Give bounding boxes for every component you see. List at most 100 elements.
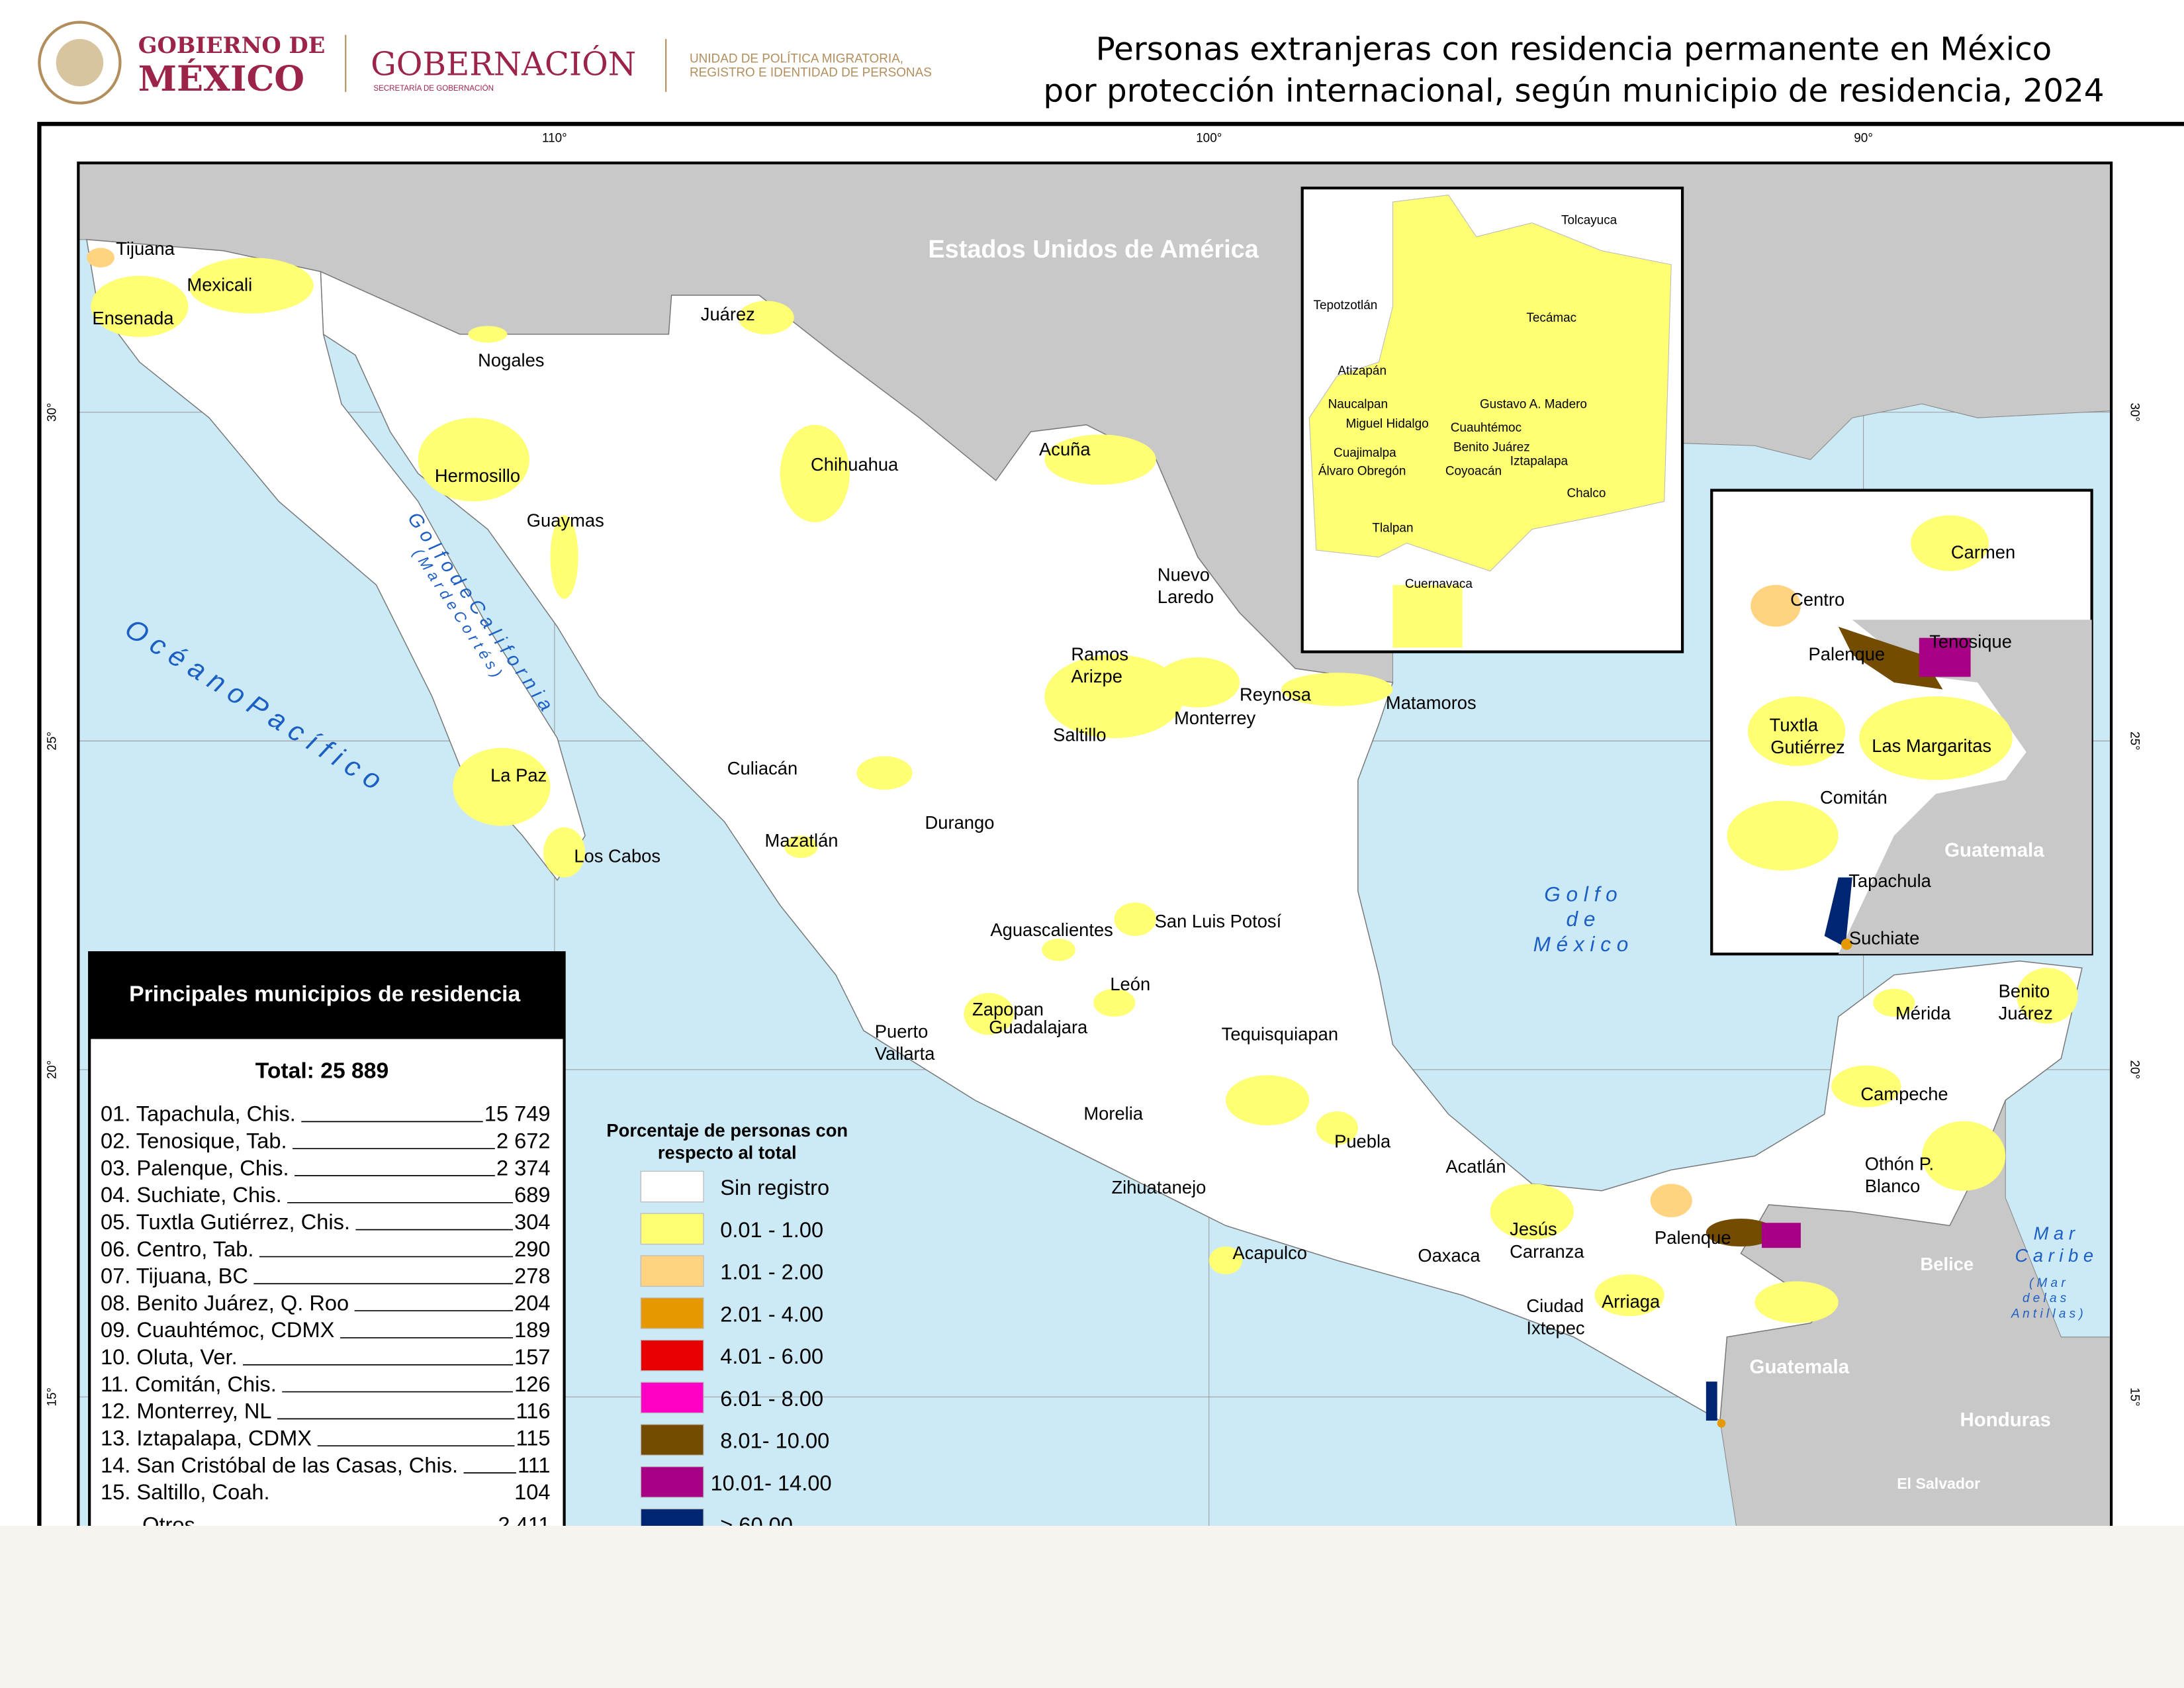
municipio-name: 04. Suchiate, Chis.: [101, 1182, 282, 1207]
unidad-line1: UNIDAD DE POLÍTICA MIGRATORIA,: [690, 52, 903, 66]
table-row: 14. San Cristóbal de las Casas, Chis. 111: [101, 1452, 551, 1477]
legend-item: 10.01- 14.00: [640, 1466, 832, 1498]
city-label: Tequisquiapan: [1222, 1024, 1338, 1045]
table-total: Total: 25 889: [255, 1058, 388, 1083]
city-label: Palenque: [1655, 1227, 1731, 1248]
city-label: Tijuana: [116, 238, 175, 259]
legend-swatch: [640, 1382, 704, 1414]
map-title-line2: por protección internacional, según muni…: [1043, 73, 2104, 110]
city-label: Jesús: [1510, 1219, 1557, 1239]
table-row: 12. Monterrey, NL 116: [101, 1399, 551, 1423]
city-label: Matamoros: [1386, 692, 1477, 713]
inset-cdmx-label: Atizapán: [1338, 364, 1387, 378]
municipio-count: 111: [518, 1452, 551, 1477]
city-label: Los Cabos: [574, 845, 660, 866]
inset-cdmx-label: Álvaro Obregón: [1318, 464, 1406, 478]
municipio-count: 278: [514, 1264, 550, 1288]
table-title: Principales municipios de residencia: [129, 982, 520, 1007]
city-label: Zapopan: [972, 999, 1044, 1019]
lat-label: 20°: [2128, 1060, 2142, 1080]
table-row: 09. Cuauhtémoc, CDMX 189: [101, 1317, 551, 1342]
inset-sureste-label: Palenque: [1809, 643, 1886, 664]
logo-secretaria: GOBERNACIÓN: [371, 45, 636, 83]
city-labels: Tijuana Mexicali Ensenada Nogales Juárez Herm…: [92, 238, 2052, 1338]
inset-cdmx-label: Coyoacán: [1445, 464, 1502, 478]
unidad-line2: REGISTRO E IDENTIDAD DE PERSONAS: [690, 66, 932, 80]
city-label: Ixtepec: [1526, 1318, 1584, 1338]
legend-label: Sin registro: [720, 1175, 829, 1199]
city-label: Nuevo: [1158, 564, 1210, 585]
city-label: Othón P.: [1865, 1153, 1934, 1174]
inset-sureste-label: Tuxtla: [1770, 715, 1819, 735]
city-label: Campeche: [1860, 1084, 1948, 1104]
municipio-name: 11. Comitán, Chis.: [101, 1372, 277, 1396]
municipio-name: 07. Tijuana, BC: [101, 1264, 248, 1288]
city-label: Guaymas: [527, 510, 604, 530]
municipio-count: 126: [514, 1372, 550, 1396]
legend-label: 4.01 - 6.00: [720, 1344, 823, 1368]
city-label: Vallarta: [875, 1043, 935, 1064]
inset-sureste-label: Suchiate: [1849, 927, 1919, 948]
municipio-name: 14. San Cristóbal de las Casas, Chis.: [101, 1452, 458, 1477]
inset-cdmx-label: Gustavo A. Madero: [1480, 397, 1587, 411]
municipio-count: 189: [514, 1317, 550, 1342]
table-row: 04. Suchiate, Chis. 689: [101, 1182, 551, 1207]
legend-label: 10.01- 14.00: [711, 1470, 832, 1495]
municipio-count: 104: [514, 1479, 550, 1504]
city-label: Oaxaca: [1418, 1245, 1480, 1266]
city-label: Saltillo: [1053, 724, 1107, 745]
legend-swatch: [640, 1424, 704, 1456]
legend-item: Sin registro: [640, 1170, 829, 1203]
municipio-name: 12. Monterrey, NL: [101, 1399, 272, 1423]
municipio-count: 157: [514, 1344, 550, 1369]
city-label: Morelia: [1083, 1103, 1143, 1124]
city-label: Zihuatanejo: [1111, 1177, 1206, 1197]
sea-label-caribe: A n t i l l a s ): [2011, 1307, 2083, 1321]
legend-swatch: [640, 1170, 704, 1203]
legend-item: 0.01 - 1.00: [640, 1213, 823, 1245]
table-row: 06. Centro, Tab. 290: [101, 1237, 551, 1261]
city-label: Benito: [1999, 980, 2050, 1001]
city-label: Chihuahua: [811, 454, 899, 475]
lon-label: 100°: [1196, 132, 1222, 146]
inset-sureste-label: Tenosique: [1929, 631, 2012, 651]
table-row: 02. Tenosique, Tab. 2 672: [101, 1129, 551, 1153]
table-row: 07. Tijuana, BC 278: [101, 1264, 551, 1288]
inset-cdmx-label: Benito Juárez: [1453, 441, 1530, 455]
city-label: Mexicali: [187, 275, 252, 295]
city-label: La Paz: [490, 765, 547, 785]
municipio-name: 06. Centro, Tab.: [101, 1237, 253, 1261]
legend-label: 0.01 - 1.00: [720, 1217, 823, 1242]
legend-item: 1.01 - 2.00: [640, 1255, 823, 1287]
city-label: León: [1110, 974, 1150, 994]
graticule-labels: 110° 100° 90° 30° 25° 20° 15° 30° 25° 20…: [46, 132, 2142, 1407]
city-label: Juárez: [1999, 1003, 2053, 1023]
country-label-el-salvador: El Salvador: [1897, 1475, 1980, 1492]
lat-label: 30°: [46, 402, 60, 422]
inset-sureste-label: Tapachula: [1848, 870, 1931, 891]
lat-label: 25°: [2128, 731, 2142, 751]
header: GOBIERNO DE MÉXICO GOBERNACIÓN SECRETARÍ…: [38, 21, 2105, 110]
city-label: Mazatlán: [765, 830, 839, 851]
top-municipalities-table: Principales municipios de residencia Tot…: [88, 951, 566, 1567]
lat-label: 30°: [2128, 402, 2142, 422]
legend-title: Porcentaje de personas con: [606, 1120, 848, 1141]
table-row: 11. Comitán, Chis. 126: [101, 1372, 551, 1396]
inset-sureste-label: Gutiérrez: [1770, 737, 1844, 757]
sea-label-golfo-mexico: M é x i c o: [1533, 932, 1629, 956]
inset-sureste-label: Centro: [1790, 589, 1844, 610]
legend-swatch: [640, 1466, 704, 1498]
city-label: Durango: [925, 812, 995, 833]
municipality-fills: [86, 248, 2078, 1428]
city-label: Acatlán: [1445, 1156, 1506, 1177]
legend-label: 1.01 - 2.00: [720, 1260, 823, 1284]
city-label: Acuña: [1039, 439, 1091, 459]
inset-cdmx-label: Miguel Hidalgo: [1345, 417, 1428, 431]
inset-cdmx-label: Iztapalapa: [1510, 455, 1569, 469]
legend-swatch: [640, 1297, 704, 1329]
logo-secretaria-sub: SECRETARÍA DE GOBERNACIÓN: [373, 84, 494, 93]
city-label: Nogales: [478, 350, 544, 370]
municipio-count: 116: [516, 1399, 551, 1423]
city-label: Aguascalientes: [990, 919, 1113, 940]
